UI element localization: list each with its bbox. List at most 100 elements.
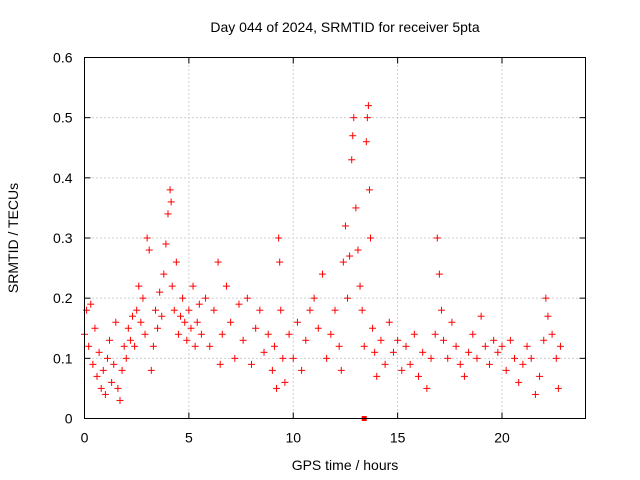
- data-point: [85, 342, 93, 350]
- data-point: [97, 384, 105, 392]
- data-point: [423, 384, 431, 392]
- data-point: [335, 342, 343, 350]
- data-point: [281, 378, 289, 386]
- x-axis-label: GPS time / hours: [292, 457, 399, 473]
- data-point: [275, 234, 283, 242]
- data-point: [302, 336, 310, 344]
- data-point: [156, 288, 164, 296]
- data-point: [147, 366, 155, 374]
- data-point: [218, 330, 226, 338]
- data-point: [314, 324, 322, 332]
- data-point: [448, 318, 456, 326]
- data-point: [435, 270, 443, 278]
- data-point: [377, 336, 385, 344]
- data-point: [460, 372, 468, 380]
- data-point: [129, 312, 137, 320]
- data-point: [256, 306, 264, 314]
- data-point: [293, 318, 301, 326]
- data-point: [101, 390, 109, 398]
- y-axis-label: SRMTID / TECUs: [5, 183, 21, 293]
- data-point: [360, 342, 368, 350]
- data-point: [352, 204, 360, 212]
- data-point: [394, 336, 402, 344]
- data-point: [195, 300, 203, 308]
- data-point: [252, 324, 260, 332]
- y-tick-label: 0.2: [53, 290, 73, 306]
- data-point: [540, 336, 548, 344]
- data-point: [519, 360, 527, 368]
- data-point: [415, 372, 422, 380]
- data-point: [502, 366, 510, 374]
- data-point: [158, 312, 166, 320]
- data-points: [81, 102, 564, 421]
- data-point: [166, 186, 174, 194]
- data-point: [498, 342, 506, 350]
- data-point: [364, 102, 372, 110]
- data-point: [168, 282, 176, 290]
- data-point: [469, 330, 477, 338]
- data-point: [239, 336, 247, 344]
- chart-title: Day 044 of 2024, SRMTID for receiver 5pt…: [210, 19, 479, 35]
- data-point: [477, 312, 485, 320]
- data-point: [440, 336, 448, 344]
- data-point: [189, 282, 197, 290]
- data-point: [381, 360, 389, 368]
- data-point: [231, 354, 239, 362]
- data-point: [112, 318, 120, 326]
- data-point: [210, 306, 218, 314]
- data-point: [270, 342, 278, 350]
- x-tick-label: 5: [185, 430, 193, 446]
- data-point: [214, 258, 222, 266]
- data-point: [366, 234, 374, 242]
- data-point: [170, 306, 178, 314]
- data-point: [348, 156, 356, 164]
- data-point: [87, 300, 95, 308]
- data-point: [548, 330, 556, 338]
- y-tick-label: 0.4: [53, 170, 73, 186]
- data-point: [93, 372, 101, 380]
- data-point: [515, 378, 523, 386]
- data-point: [506, 336, 514, 344]
- data-point: [108, 378, 116, 386]
- data-point: [542, 294, 550, 302]
- data-point: [89, 360, 97, 368]
- data-point: [143, 234, 151, 242]
- data-point: [149, 342, 157, 350]
- data-point: [160, 270, 168, 278]
- data-point: [227, 318, 235, 326]
- data-point: [523, 342, 531, 350]
- data-point: [318, 270, 326, 278]
- data-point: [481, 342, 489, 350]
- data-point: [406, 360, 414, 368]
- data-point: [216, 360, 224, 368]
- data-point: [419, 348, 427, 356]
- data-point: [358, 306, 366, 314]
- data-point: [341, 222, 349, 230]
- data-point: [126, 336, 134, 344]
- x-tick-label: 10: [285, 430, 301, 446]
- data-point: [154, 324, 162, 332]
- data-point: [444, 354, 452, 362]
- data-point: [264, 330, 272, 338]
- data-point: [114, 384, 122, 392]
- data-point: [494, 348, 502, 356]
- data-point: [174, 330, 182, 338]
- data-point: [162, 240, 170, 248]
- data-point: [346, 252, 354, 260]
- data-point: [260, 348, 268, 356]
- y-tick-label: 0.1: [53, 350, 73, 366]
- data-point: [145, 246, 153, 254]
- data-point: [536, 372, 544, 380]
- data-point: [202, 294, 210, 302]
- y-tick-label: 0.5: [53, 110, 73, 126]
- data-point: [310, 294, 318, 302]
- x-tick-label: 15: [390, 430, 406, 446]
- data-point: [277, 306, 285, 314]
- data-point: [116, 396, 124, 404]
- data-point: [431, 330, 439, 338]
- axis-ticks: [84, 57, 586, 419]
- data-point: [235, 300, 243, 308]
- y-tick-label: 0.6: [53, 50, 73, 66]
